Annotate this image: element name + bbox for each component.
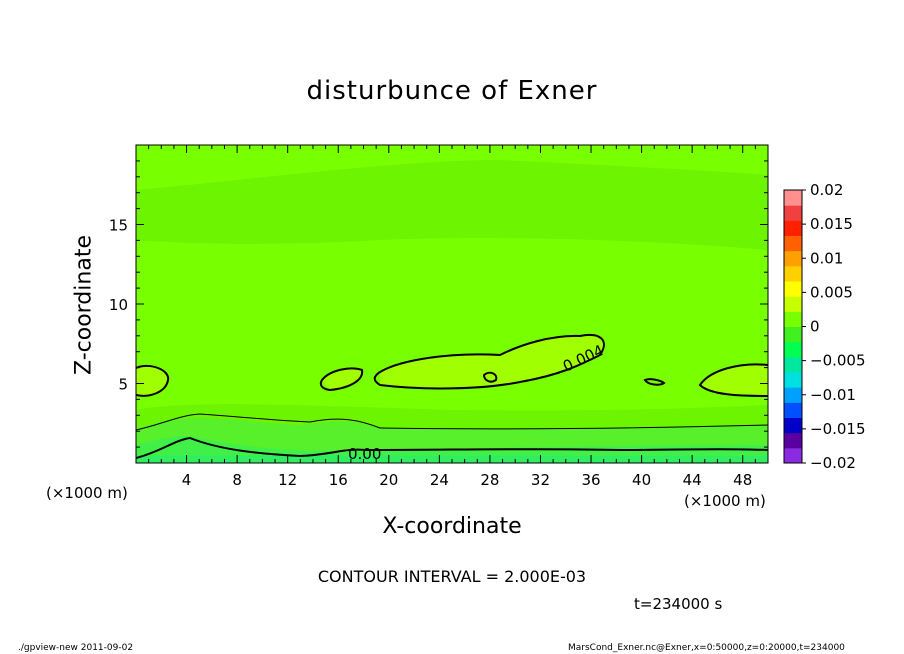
x-tick-label: 20: [379, 471, 398, 489]
x-axis-label: X-coordinate: [382, 514, 522, 539]
contour-line-004-center: [373, 334, 605, 390]
colorbar-swatch: [784, 296, 802, 312]
colorbar-swatch: [784, 265, 802, 282]
colorbar-tick-label: −0.015: [810, 420, 866, 438]
x-tick-label: 4: [182, 471, 192, 489]
contour-line-zero: [136, 436, 768, 459]
x-axis: 4 8 12 16 20 24 28 32 36 40 44 48: [148, 145, 756, 489]
colorbar-swatch: [784, 341, 802, 358]
contour-interval-label: CONTOUR INTERVAL = 2.000E-03: [317, 567, 587, 586]
colorbar-tick-label: 0.005: [810, 283, 853, 301]
colorbar-swatch: [784, 372, 802, 388]
y-axis-label: Z-coordinate: [71, 235, 97, 375]
contour-line-004-tiny: [643, 378, 666, 386]
contour-line-thin: [136, 413, 768, 431]
colorbar-swatch: [784, 447, 802, 464]
x-tick-label: 24: [430, 471, 449, 489]
colorbar-swatch: [784, 432, 802, 449]
colorbar-swatch: [784, 387, 802, 403]
x-tick-label: 16: [329, 471, 348, 489]
contour-line-004-right: [698, 363, 768, 397]
y-tick-label: 5: [118, 376, 128, 394]
contour-line-004-dot: [482, 371, 498, 383]
x-tick-label: 36: [581, 471, 600, 489]
colorbar-swatch: [784, 417, 802, 434]
colorbar-tick-label: 0.01: [810, 249, 843, 267]
x-tick-label: 40: [632, 471, 651, 489]
x-tick-label: 8: [232, 471, 242, 489]
y-tick-label: 10: [109, 296, 128, 314]
colorbar-swatch: [784, 220, 802, 236]
colorbar-swatch: [784, 311, 802, 327]
blob-left: [136, 365, 169, 396]
footer-left: ./gpview-new 2011-09-02: [18, 643, 134, 653]
colorbar-tick-label: −0.01: [810, 386, 856, 404]
colorbar-swatch: [784, 250, 802, 267]
colorbar-tick-label: 0.015: [810, 215, 853, 233]
x-axis-unit-left: (×1000 m): [46, 484, 128, 502]
x-tick-label: 48: [733, 471, 752, 489]
x-axis-unit-right: (×1000 m): [684, 492, 766, 510]
field-layer: [136, 145, 768, 463]
time-label: t=234000 s: [634, 595, 723, 613]
colorbar-swatch: [784, 235, 802, 252]
x-tick-label: 44: [683, 471, 702, 489]
colorbar-tick-label: 0.02: [810, 181, 843, 199]
colorbar-tick-label: −0.02: [810, 454, 856, 472]
colorbar-tick-label: 0: [810, 318, 820, 336]
contour-line-004-left: [136, 364, 170, 397]
contour-label-000: 0.00: [348, 445, 381, 463]
colorbar-swatch: [784, 402, 802, 418]
upper-band: [136, 160, 768, 250]
colorbar-swatch: [784, 326, 802, 343]
chart-title: disturbunce of Exner: [306, 76, 598, 106]
colorbar-swatch: [784, 190, 802, 206]
y-tick-label: 15: [109, 217, 128, 235]
x-tick-label: 32: [531, 471, 550, 489]
contour-line-004-small: [319, 367, 364, 392]
colorbar-swatch: [784, 205, 802, 221]
x-tick-label: 28: [480, 471, 499, 489]
colorbar-swatch: [784, 281, 802, 297]
y-axis: 5 10 15: [109, 160, 768, 448]
blob-small: [322, 368, 363, 390]
colorbar-swatch: [784, 356, 802, 373]
colorbar: 0.02 0.015 0.01 0.005 0 −0.005 −0.01 −0.015 −0.0…: [783, 181, 866, 472]
colorbar-tick-label: −0.005: [810, 352, 866, 370]
x-tick-label: 12: [278, 471, 297, 489]
footer-right: MarsCond_Exner.nc@Exner,x=0:50000,z=0:20…: [568, 643, 845, 653]
